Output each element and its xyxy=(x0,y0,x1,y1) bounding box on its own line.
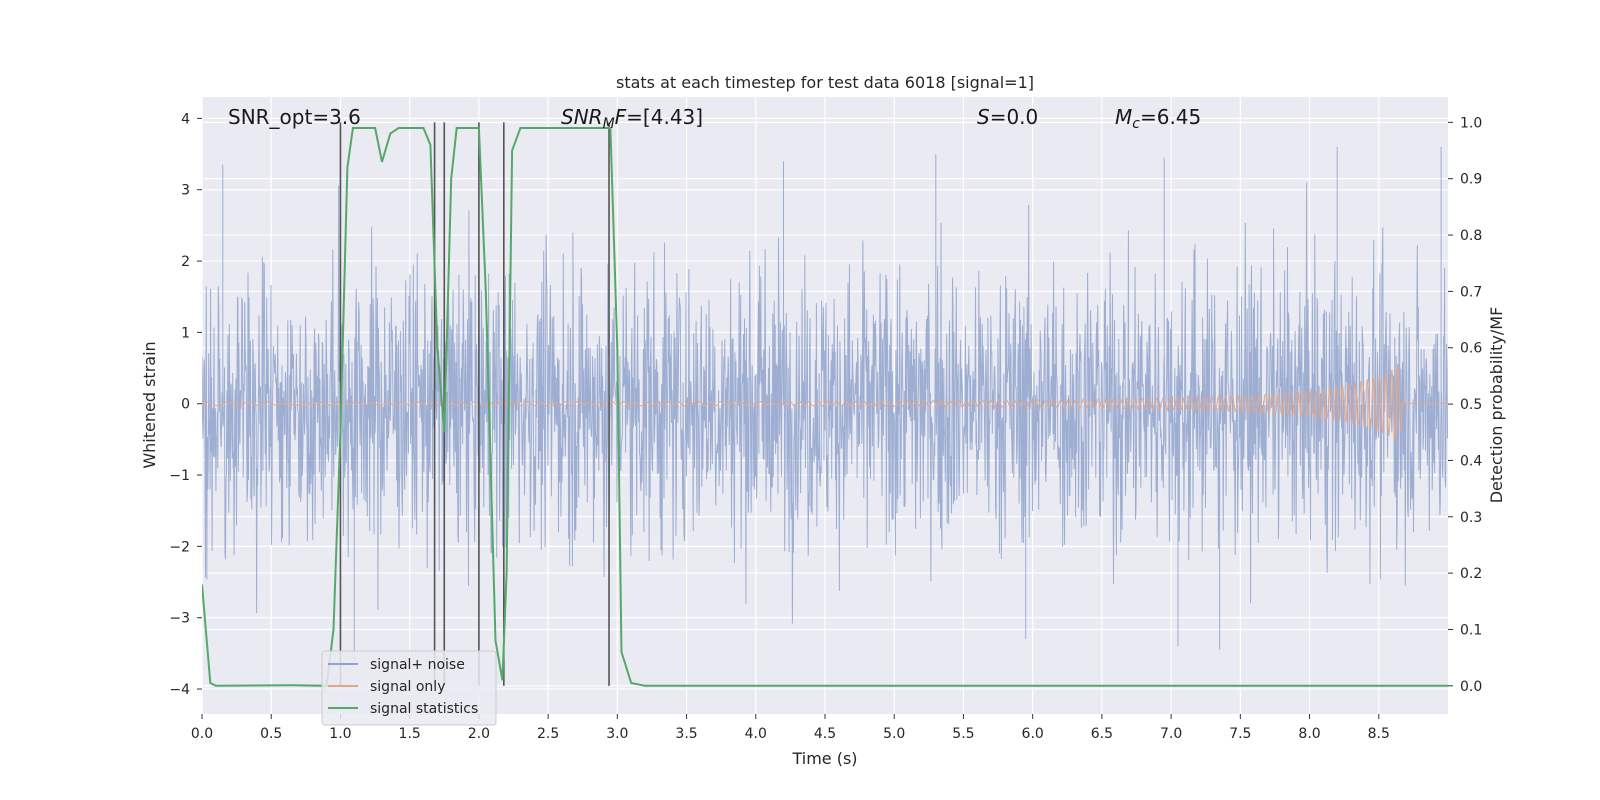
legend-label-signal-only: signal only xyxy=(370,679,445,695)
y-right-tick-label: 0.1 xyxy=(1460,622,1482,638)
y-right-tick-label: 0.9 xyxy=(1460,172,1482,188)
y-left-tick-label: −1 xyxy=(169,468,190,484)
chart-title: stats at each timestep for test data 601… xyxy=(616,73,1034,92)
x-tick-label: 7.5 xyxy=(1229,726,1251,742)
snr-mf-value: =[4.43] xyxy=(626,105,703,129)
x-tick-label: 0.5 xyxy=(260,726,282,742)
legend: signal+ noise signal only signal statist… xyxy=(321,650,497,726)
x-axis-label: Time (s) xyxy=(791,749,857,768)
series-signal-only xyxy=(202,365,1448,440)
y-left-tick-label: −4 xyxy=(169,682,190,698)
y-right-tick-label: 0.7 xyxy=(1460,284,1482,300)
series-signal-statistics xyxy=(202,127,1448,687)
x-tick-label: 8.0 xyxy=(1298,726,1320,742)
y-right-axis-ticks: 1.0 0.9 0.8 0.7 0.6 0.5 0.4 0.3 0.2 0.1 0.0 xyxy=(1448,115,1482,695)
y-right-tick-label: 1.0 xyxy=(1460,115,1482,131)
x-tick-label: 6.5 xyxy=(1091,726,1113,742)
x-tick-label: 7.0 xyxy=(1160,726,1182,742)
y-left-axis-label: Whitened strain xyxy=(140,341,159,468)
y-left-tick-label: 3 xyxy=(181,183,190,199)
x-tick-label: 5.5 xyxy=(952,726,974,742)
annotation-mc: Mc=6.45 xyxy=(1115,105,1201,132)
y-left-axis-ticks: 4 3 2 1 0 −1 −2 −3 −4 xyxy=(169,111,202,698)
y-right-tick-label: 0.0 xyxy=(1460,679,1482,695)
y-left-tick-label: 4 xyxy=(181,111,190,127)
snr-mf-f: F xyxy=(615,105,627,129)
legend-box xyxy=(321,650,497,726)
x-tick-label: 2.5 xyxy=(537,726,559,742)
x-tick-label: 4.5 xyxy=(814,726,836,742)
x-tick-label: 2.0 xyxy=(468,726,490,742)
y-right-tick-label: 0.6 xyxy=(1460,341,1482,357)
x-tick-label: 1.5 xyxy=(399,726,421,742)
y-left-tick-label: −3 xyxy=(169,611,190,627)
legend-label-signal-noise: signal+ noise xyxy=(370,657,465,673)
x-tick-label: 1.0 xyxy=(329,726,351,742)
x-tick-label: 3.0 xyxy=(606,726,628,742)
y-right-tick-label: 0.4 xyxy=(1460,453,1482,469)
y-right-tick-label: 0.3 xyxy=(1460,510,1482,526)
mc-subscript: c xyxy=(1132,116,1140,132)
legend-label-signal-statistics: signal statistics xyxy=(370,701,478,717)
x-tick-label: 6.0 xyxy=(1022,726,1044,742)
x-axis-ticks: 0.0 0.5 1.0 1.5 2.0 2.5 3.0 3.5 4.0 4.5 5.0 5.5 6.0 6… xyxy=(191,714,1390,742)
y-right-tick-label: 0.2 xyxy=(1460,566,1482,582)
series-layer xyxy=(202,122,1448,687)
x-tick-label: 0.0 xyxy=(191,726,213,742)
mc-symbol: M xyxy=(1115,105,1132,129)
y-right-tick-label: 0.8 xyxy=(1460,228,1482,244)
snr-mf-subscript: M xyxy=(603,116,615,132)
s-value: =0.0 xyxy=(990,105,1039,129)
y-left-tick-label: 2 xyxy=(181,254,190,270)
y-right-axis-label: Detection probability/MF xyxy=(1487,307,1506,504)
mc-value: =6.45 xyxy=(1140,105,1201,129)
annotation-snr-opt: SNR_opt=3.6 xyxy=(228,105,361,129)
x-tick-label: 3.5 xyxy=(675,726,697,742)
x-tick-label: 4.0 xyxy=(745,726,767,742)
x-tick-label: 8.5 xyxy=(1368,726,1390,742)
annotation-s: S=0.0 xyxy=(977,105,1038,129)
y-left-tick-label: 0 xyxy=(181,397,190,413)
series-signal-noise xyxy=(202,146,1448,661)
snr-mf-symbol: SNR xyxy=(561,105,603,129)
y-left-tick-label: 1 xyxy=(181,325,190,341)
y-left-tick-label: −2 xyxy=(169,539,190,555)
annotation-snr-mf: SNRMF=[4.43] xyxy=(561,105,703,132)
y-right-tick-label: 0.5 xyxy=(1460,397,1482,413)
x-tick-label: 5.0 xyxy=(883,726,905,742)
s-symbol: S xyxy=(977,105,990,129)
